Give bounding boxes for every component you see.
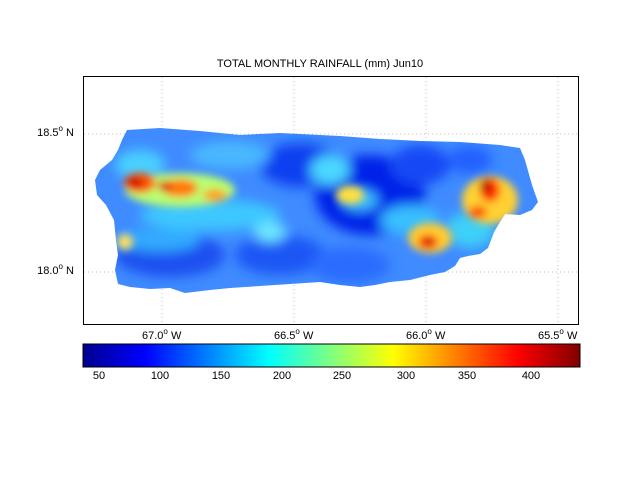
lat-tick-label: 18.5o N xyxy=(37,124,74,139)
lat-tick-label: 18.0o N xyxy=(37,262,74,277)
colorbar-tick-label: 400 xyxy=(521,370,541,382)
rainfall-field xyxy=(95,128,538,293)
lon-tick-label: 65.5o W xyxy=(538,327,578,342)
colorbar-tick-label: 350 xyxy=(457,370,477,382)
lon-tick-label: 67.0o W xyxy=(142,327,182,342)
colorbar-tick-label: 150 xyxy=(211,370,231,382)
colorbar xyxy=(82,343,581,368)
map-title: TOTAL MONTHLY RAINFALL (mm) Jun10 xyxy=(216,58,424,70)
lon-tick-label: 66.0o W xyxy=(406,327,446,342)
colorbar-tick-label: 250 xyxy=(332,370,352,382)
lon-tick-label: 66.5o W xyxy=(274,327,314,342)
colorbar-tick-label: 200 xyxy=(272,370,292,382)
colorbar-tick-label: 300 xyxy=(396,370,416,382)
colorbar-tick-label: 100 xyxy=(150,370,170,382)
colorbar-tick-label: 50 xyxy=(92,370,106,382)
